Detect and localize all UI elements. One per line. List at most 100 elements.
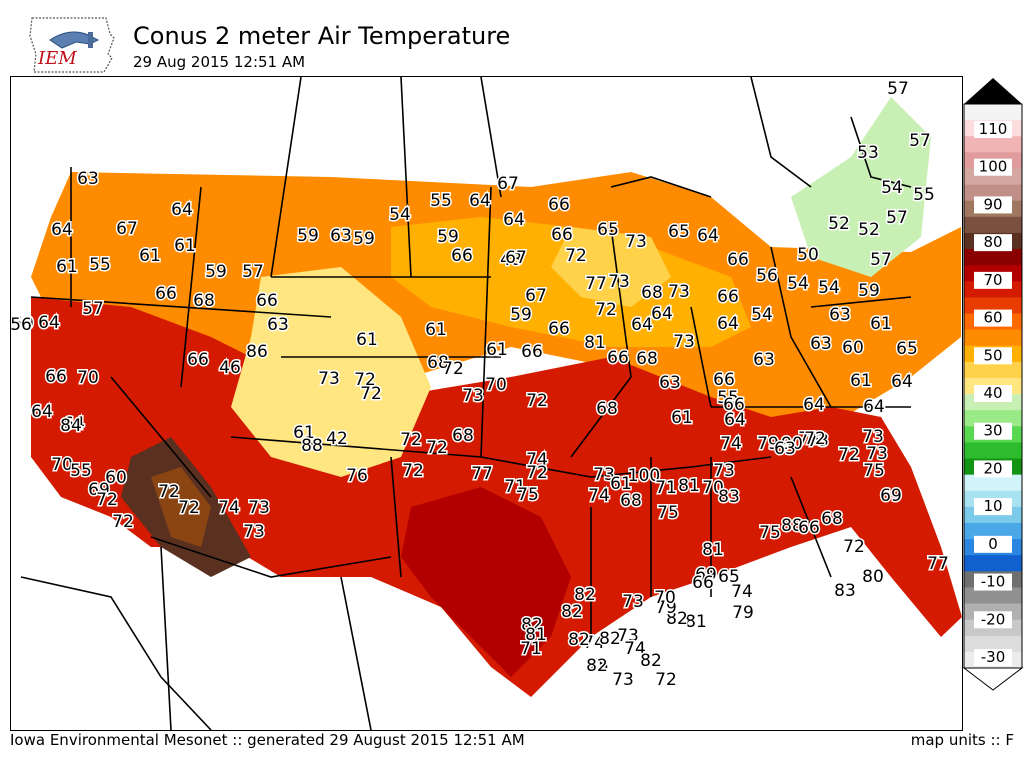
temperature-reading: 60 <box>105 468 127 488</box>
temperature-reading: 61 <box>671 408 693 428</box>
temperature-reading: 60 <box>842 338 864 358</box>
temperature-reading: 66 <box>692 573 714 593</box>
colorbar-label: 110 <box>979 120 1008 138</box>
temperature-reading: 82 <box>568 630 590 650</box>
temperature-reading: 72 <box>526 391 548 411</box>
temperature-reading: 72 <box>112 512 134 532</box>
temperature-reading: 70 <box>702 478 724 498</box>
temperature-reading: 54 <box>751 305 773 325</box>
temperature-reading: 57 <box>242 262 264 282</box>
temperature-reading: 57 <box>886 208 908 228</box>
temperature-reading: 82 <box>599 629 621 649</box>
temperature-reading: 88 <box>781 516 803 536</box>
temperature-reading: 71 <box>655 478 677 498</box>
credit-text: Iowa Environmental Mesonet :: generated … <box>10 731 525 749</box>
temperature-reading: 66 <box>713 370 735 390</box>
colorbar-label-bg <box>974 121 1012 138</box>
colorbar-label: 50 <box>983 346 1002 364</box>
temperature-reading: 66 <box>45 367 67 387</box>
iem-logo: IEM <box>28 14 118 76</box>
temperature-reading: 73 <box>807 431 829 451</box>
region-brown-highlight <box>151 467 211 547</box>
temperature-reading: 55 <box>913 185 935 205</box>
temperature-reading: 61 <box>870 314 892 334</box>
temperature-reading: 59 <box>353 229 375 249</box>
temperature-reading: 65 <box>597 220 619 240</box>
temperature-reading: 80 <box>862 567 884 587</box>
temperature-reading: 61 <box>139 246 161 266</box>
temperature-reading: 74 <box>720 434 742 454</box>
colorbar-label: 40 <box>983 384 1002 402</box>
colorbar-label-bg <box>974 573 1012 591</box>
temperature-reading: 68 <box>620 491 642 511</box>
temperature-reading: 75 <box>759 523 781 543</box>
temperature-reading: 64 <box>63 414 85 434</box>
temperature-reading: 59 <box>12 314 34 334</box>
temperature-reading: 74 <box>583 633 605 653</box>
temperature-reading: 71 <box>504 477 526 497</box>
colorbar-label-bg <box>974 535 1012 553</box>
temperature-reading: 79 <box>655 598 677 618</box>
colorbar-label: 80 <box>983 233 1002 251</box>
region-green-ne <box>791 97 931 277</box>
temperature-reading: 56 <box>756 266 778 286</box>
temperature-reading: 63 <box>774 439 796 459</box>
temperature-reading: 61 <box>486 340 508 360</box>
temperature-reading: 72 <box>804 429 826 449</box>
temperature-reading: 69 <box>880 486 902 506</box>
colorbar-bottom-cap <box>962 667 1024 691</box>
colorbar-label: -30 <box>981 648 1006 666</box>
colorbar-label-bg <box>974 347 1012 365</box>
temperature-reading: 74 <box>218 498 240 518</box>
colorbar-segment <box>964 104 1022 121</box>
temperature-reading: 68 <box>193 291 215 311</box>
temperature-reading: 57 <box>870 250 892 270</box>
temperature-reading: 61 <box>174 236 196 256</box>
temperature-reading: 86 <box>246 342 268 362</box>
temperature-reading: 52 <box>858 220 880 240</box>
colorbar-label: 90 <box>983 195 1002 213</box>
temperature-reading: 61 <box>356 330 378 350</box>
temperature-reading: 64 <box>51 220 73 240</box>
colorbar-label-bg <box>974 422 1012 440</box>
temperature-reading: 66 <box>187 350 209 370</box>
colorbar-label-bg <box>974 460 1012 478</box>
temperature-reading: 67 <box>116 219 138 239</box>
temperature-reading: 72 <box>843 537 865 557</box>
temperature-reading: 68 <box>452 426 474 446</box>
temperature-reading: 64 <box>724 410 746 430</box>
units-text: map units :: F <box>910 731 1014 749</box>
temperature-reading: 64 <box>38 313 60 333</box>
temperature-reading: 66 <box>551 225 573 245</box>
temperature-reading: 59 <box>858 281 880 301</box>
temperature-reading: 74 <box>731 582 753 602</box>
temperature-reading: 72 <box>402 461 424 481</box>
temperature-reading: 72 <box>178 498 200 518</box>
temperature-reading: 63 <box>77 169 99 189</box>
colorbar-segment <box>964 522 1022 540</box>
temperature-reading: 73 <box>608 272 630 292</box>
temperature-reading: 75 <box>587 656 609 676</box>
temperature-reading: 73 <box>798 429 820 449</box>
temperature-reading: 73 <box>617 626 639 646</box>
temperature-reading: 90 <box>781 434 803 454</box>
colorbar-label-bg <box>974 196 1012 214</box>
colorbar-segment <box>964 410 1022 427</box>
temperature-reading: 54 <box>787 274 809 294</box>
temperature-reading: 63 <box>829 305 851 325</box>
colorbar-segment <box>964 474 1022 492</box>
temperature-reading: 55 <box>70 461 92 481</box>
temperature-reading: 61 <box>293 423 315 443</box>
temperature-reading: 70 <box>654 588 676 608</box>
temperature-reading: 48 <box>500 250 522 270</box>
region-dark-red-texas <box>401 487 571 677</box>
temperature-reading: 64 <box>631 315 653 335</box>
temperature-reading: 100 <box>628 466 660 486</box>
temperature-reading: 55 <box>717 388 739 408</box>
temperature-reading: 72 <box>158 482 180 502</box>
temperature-reading: 69 <box>695 565 717 585</box>
temperature-reading: 68 <box>636 349 658 369</box>
temperature-reading: 83 <box>834 581 856 601</box>
temperature-reading: 57 <box>909 131 931 151</box>
